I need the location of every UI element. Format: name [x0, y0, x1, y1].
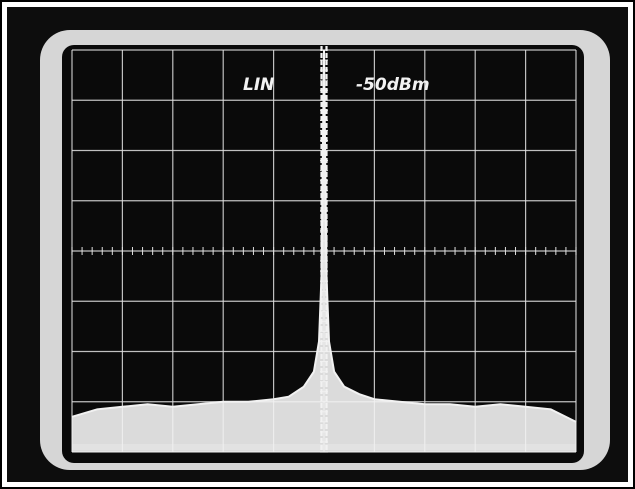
reference-level-readout: -50dBm	[356, 75, 430, 95]
spectrum-trace-layer	[71, 46, 577, 452]
scale-mode-readout: LIN	[243, 75, 274, 95]
baseline-band	[72, 444, 576, 450]
noise-floor-fill	[72, 50, 576, 452]
spectrum-trace-line	[71, 49, 577, 423]
